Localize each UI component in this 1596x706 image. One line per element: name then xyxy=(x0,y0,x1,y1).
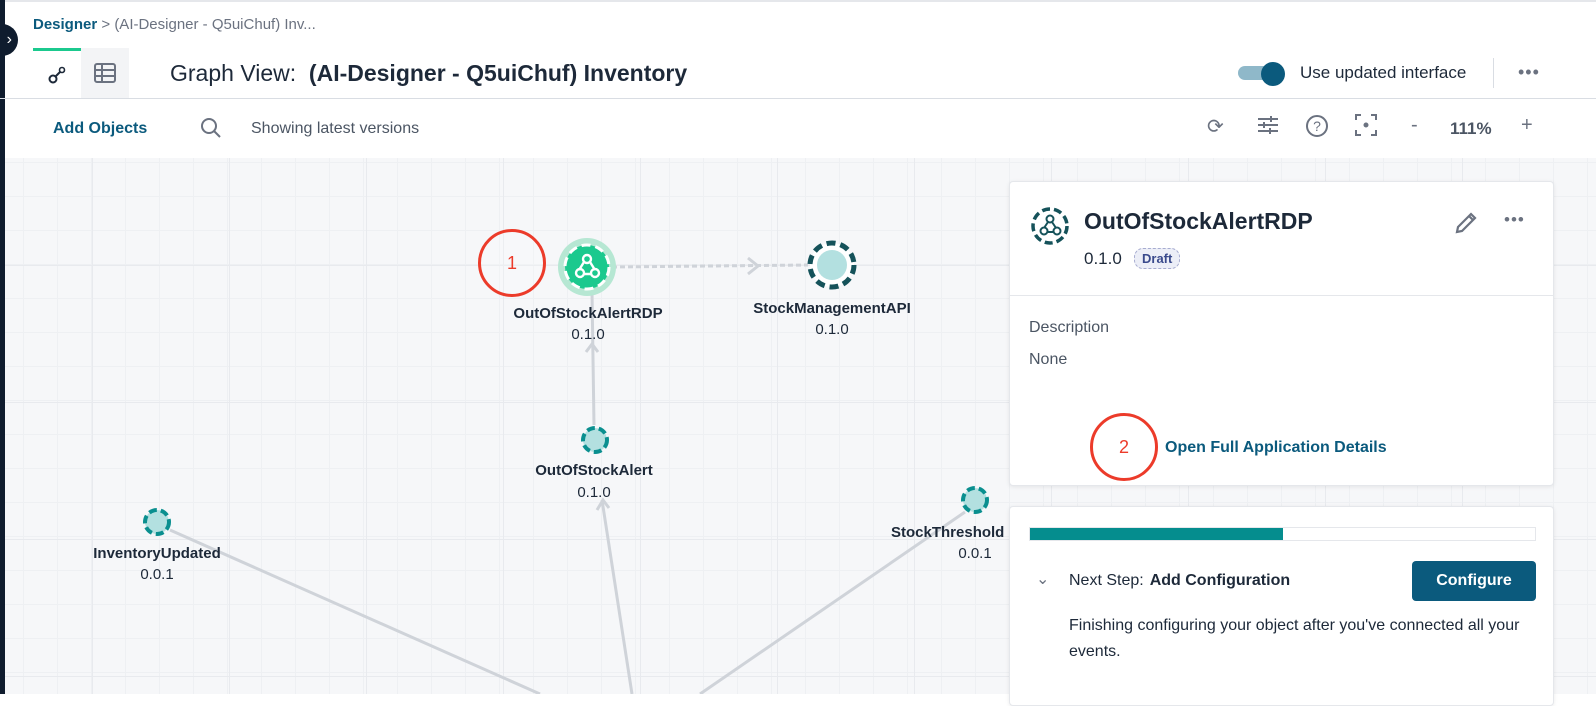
annotation-marker-2: 2 xyxy=(1090,413,1158,481)
application-icon xyxy=(1031,207,1069,245)
edge-rdp-to-api xyxy=(611,263,809,269)
edit-pencil-icon[interactable] xyxy=(1453,210,1479,236)
version-filter-text: Showing latest versions xyxy=(251,120,420,137)
annotation-marker-1: 1 xyxy=(478,229,546,297)
node-label[interactable]: OutOfStockAlertRDP xyxy=(513,305,663,322)
node-version: 0.1.0 xyxy=(815,321,849,338)
header-divider xyxy=(0,98,1596,99)
node-version: 0.1.0 xyxy=(571,326,605,343)
node-stockmanagementapi-icon xyxy=(807,240,857,290)
edge-inventory-updated xyxy=(169,528,541,694)
zoom-in-button[interactable]: + xyxy=(1521,114,1533,136)
more-options-icon[interactable]: ••• xyxy=(1518,62,1540,82)
open-full-application-details-link[interactable]: Open Full Application Details xyxy=(1165,439,1387,456)
table-icon xyxy=(94,63,116,83)
node-version: 0.0.1 xyxy=(140,566,174,583)
node-outofstockalert-icon xyxy=(581,426,609,454)
details-title: OutOfStockAlertRDP xyxy=(1084,208,1313,234)
next-step-panel: ⌄ Next Step: Add Configuration Configure … xyxy=(1009,506,1554,706)
node-stockthreshold-icon xyxy=(961,486,989,514)
edge-alert-to-rdp xyxy=(590,291,596,426)
filter-sliders-icon[interactable] xyxy=(1257,114,1279,142)
details-panel: OutOfStockAlertRDP ••• 0.1.0 Draft Descr… xyxy=(1009,181,1554,486)
edge-bottom-to-alert xyxy=(600,499,634,694)
details-more-icon[interactable]: ••• xyxy=(1504,210,1525,229)
progress-bar xyxy=(1029,527,1536,541)
add-objects-button[interactable]: Add Objects xyxy=(53,120,148,137)
chevron-right-icon: › xyxy=(6,31,12,48)
progress-fill xyxy=(1030,528,1283,540)
description-value: None xyxy=(1029,351,1068,368)
configure-button[interactable]: Configure xyxy=(1412,561,1536,601)
node-label[interactable]: StockThreshold xyxy=(891,524,1005,541)
next-step-name: Add Configuration xyxy=(1149,572,1291,589)
node-inventoryupdated-icon xyxy=(143,508,171,536)
arrow-head xyxy=(584,341,600,353)
node-label[interactable]: InventoryUpdated xyxy=(93,545,221,562)
node-version: 0.0.1 xyxy=(958,545,992,562)
zoom-out-button[interactable]: - xyxy=(1411,114,1418,136)
arrow-head xyxy=(595,497,611,511)
chevron-down-icon[interactable]: ⌄ xyxy=(1036,571,1050,588)
next-step-help: Finishing configuring your object after … xyxy=(1069,617,1520,660)
node-label[interactable]: StockManagementAPI xyxy=(753,300,911,317)
breadcrumb: Designer > (AI-Designer - Q5uiChuf) Inv.… xyxy=(33,16,316,33)
node-outofstockalertrdp-icon xyxy=(558,238,616,296)
help-icon[interactable]: ? xyxy=(1305,114,1329,144)
details-version: 0.1.0 xyxy=(1084,249,1122,268)
updated-interface-toggle[interactable] xyxy=(1238,62,1286,86)
breadcrumb-root[interactable]: Designer xyxy=(33,16,98,33)
page-title: Graph View: (AI-Designer - Q5uiChuf) Inv… xyxy=(170,60,687,87)
status-badge: Draft xyxy=(1134,248,1181,269)
node-version: 0.1.0 xyxy=(577,484,611,501)
description-label: Description xyxy=(1029,319,1110,336)
svg-text:?: ? xyxy=(1313,118,1321,134)
title-name: (AI-Designer - Q5uiChuf) Inventory xyxy=(308,60,688,86)
expand-nav-button[interactable]: › xyxy=(0,24,18,56)
title-prefix: Graph View: xyxy=(170,60,297,86)
tab-table-view[interactable] xyxy=(81,48,129,98)
next-step-text: Next Step: Add Configuration xyxy=(1069,572,1290,590)
search-icon[interactable] xyxy=(199,116,223,146)
edge-stock-threshold xyxy=(699,510,966,694)
breadcrumb-separator: > xyxy=(101,16,111,33)
breadcrumb-current: (AI-Designer - Q5uiChuf) Inv... xyxy=(114,16,316,33)
top-border xyxy=(0,0,1596,2)
graph-icon xyxy=(48,66,66,83)
arrow-head xyxy=(747,256,761,276)
refresh-icon[interactable]: ⟳ xyxy=(1207,116,1224,138)
tab-graph-view[interactable] xyxy=(33,48,81,98)
divider xyxy=(1010,295,1553,296)
zoom-level: 111% xyxy=(1450,119,1492,138)
next-step-label: Next Step: xyxy=(1069,572,1144,589)
node-label[interactable]: OutOfStockAlert xyxy=(535,462,653,479)
divider xyxy=(1493,58,1494,88)
left-nav-rail xyxy=(0,0,5,694)
view-tabs xyxy=(33,48,129,98)
fit-to-screen-icon[interactable] xyxy=(1355,114,1377,142)
toggle-label: Use updated interface xyxy=(1300,63,1467,82)
